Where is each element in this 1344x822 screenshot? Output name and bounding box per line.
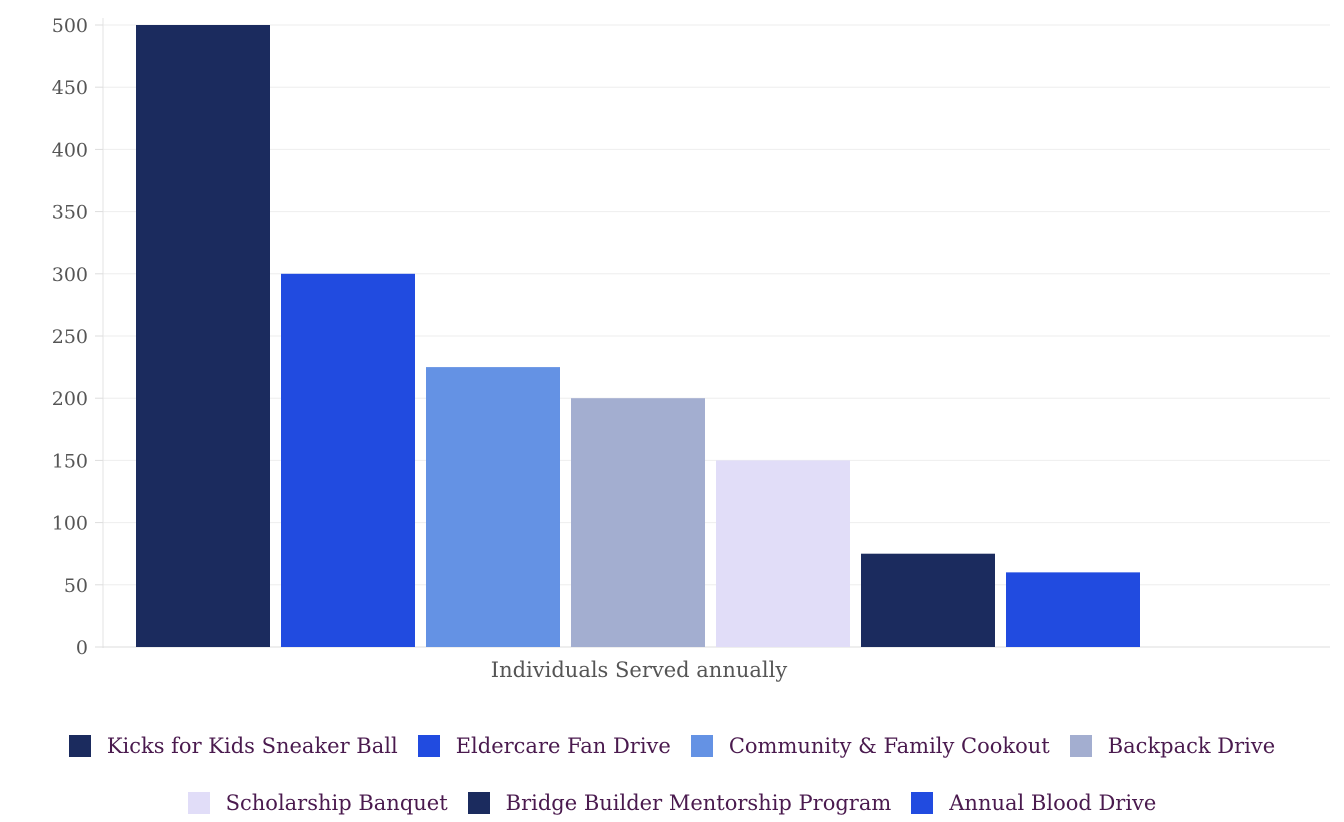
legend-label: Backpack Drive: [1107, 734, 1276, 758]
bars: [136, 25, 1140, 647]
bar[interactable]: [426, 367, 560, 647]
legend-swatch: [417, 735, 440, 757]
legend-label: Eldercare Fan Drive: [455, 734, 671, 758]
bar[interactable]: [571, 398, 705, 647]
legend-item[interactable]: Kicks for Kids Sneaker Ball: [68, 734, 398, 758]
x-axis-label: Individuals Served annually: [491, 658, 788, 682]
legend-item[interactable]: Backpack Drive: [1069, 734, 1276, 758]
legend-label: Kicks for Kids Sneaker Ball: [106, 734, 398, 758]
y-tick-label: 300: [52, 264, 88, 286]
legend-swatch: [911, 792, 934, 814]
bar[interactable]: [861, 553, 995, 647]
bar[interactable]: [136, 25, 270, 647]
legend-swatch: [187, 792, 210, 814]
legend-item[interactable]: Eldercare Fan Drive: [417, 734, 671, 758]
y-tick-label: 150: [52, 450, 88, 472]
y-tick-label: 250: [52, 326, 88, 348]
y-tick-label: 0: [76, 637, 88, 659]
y-tick-label: 200: [52, 388, 88, 410]
y-tick-label: 350: [52, 202, 88, 224]
legend-label: Bridge Builder Mentorship Program: [505, 791, 892, 815]
legend-row-1: Kicks for Kids Sneaker Ball Eldercare Fan…: [0, 734, 1344, 758]
legend-item[interactable]: Community & Family Cookout: [690, 734, 1050, 758]
legend-item[interactable]: Annual Blood Drive: [911, 791, 1156, 815]
legend-label: Community & Family Cookout: [728, 734, 1050, 758]
y-tick-label: 400: [52, 139, 88, 161]
bar[interactable]: [1006, 572, 1140, 647]
legend-label: Scholarship Banquet: [225, 791, 448, 815]
legend-item[interactable]: Scholarship Banquet: [187, 791, 448, 815]
y-tick-label: 450: [52, 77, 88, 99]
legend-swatch: [68, 735, 91, 757]
y-axis-ticks: 0 50 100 150 200 250 300 350 400 450 500: [52, 15, 103, 659]
legend-swatch: [467, 792, 490, 814]
bar[interactable]: [281, 273, 415, 647]
legend-item[interactable]: Bridge Builder Mentorship Program: [467, 791, 892, 815]
y-tick-label: 100: [52, 513, 88, 535]
y-tick-label: 50: [64, 575, 88, 597]
legend-row-2: Scholarship Banquet Bridge Builder Mentor…: [0, 791, 1344, 815]
bar-chart: 0 50 100 150 200 250 300 350 400 450 500 Individua…: [52, 15, 1330, 682]
legend-swatch: [1069, 735, 1092, 757]
legend-swatch: [690, 735, 713, 757]
legend-label: Annual Blood Drive: [949, 791, 1157, 815]
bar[interactable]: [716, 460, 850, 647]
y-tick-label: 500: [52, 15, 88, 37]
